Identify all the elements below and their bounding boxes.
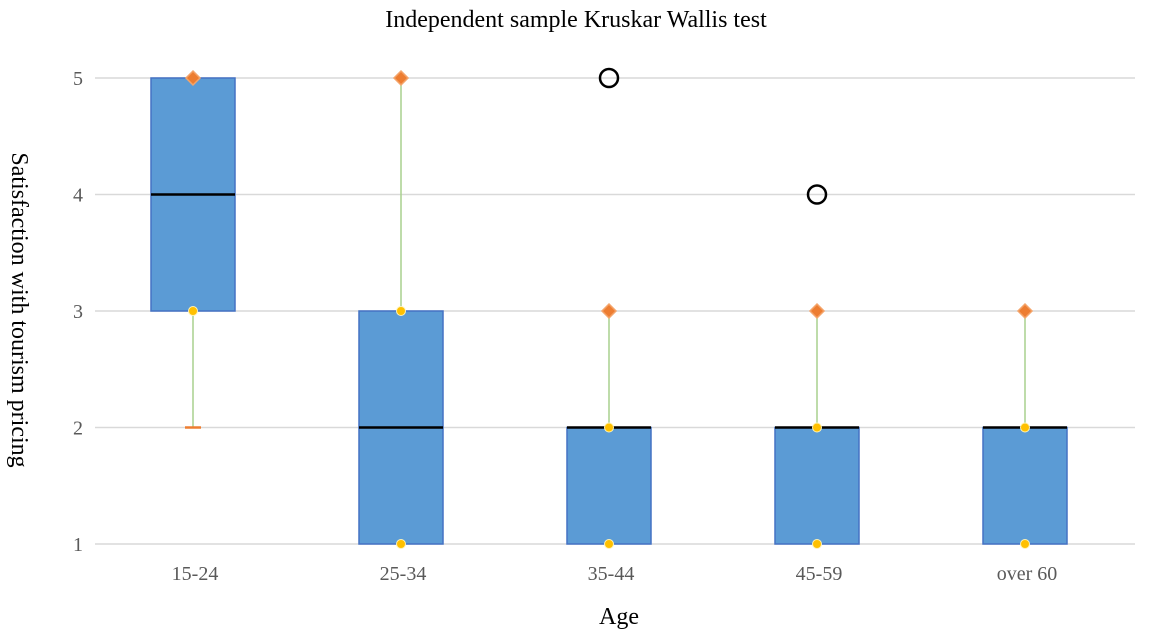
box [982,426,1068,545]
quartile-marker [604,422,614,433]
quartile-marker [188,306,198,316]
quartile-marker [812,422,822,433]
x-tick-label: 45-59 [796,563,843,585]
y-axis-title: Satisfaction with tourism pricing [6,152,32,467]
y-axis-ticks: 1 2 3 4 5 [73,68,83,556]
y-tick-label: 4 [73,185,83,207]
box-group [566,67,652,549]
quartile-marker [604,539,614,549]
quartile-marker [1020,422,1030,433]
max-marker [600,302,618,320]
max-marker [184,69,202,87]
y-tick-label: 5 [73,68,83,90]
x-axis-ticks: 15-24 25-34 35-44 45-59 over 60 [172,563,1058,585]
max-marker [1016,302,1034,320]
box-group [774,184,860,549]
box-group [982,302,1068,549]
x-axis-title: Age [599,604,639,630]
y-tick-label: 1 [73,534,83,556]
x-tick-label: 25-34 [380,563,427,585]
y-tick-label: 2 [73,418,83,440]
x-tick-label: 15-24 [172,563,219,585]
max-marker [808,302,826,320]
box [774,426,860,545]
quartile-marker [396,539,406,549]
x-tick-label: over 60 [997,563,1058,585]
chart-title: Independent sample Kruskar Wallis test [385,7,767,33]
box-series [150,67,1068,549]
y-tick-label: 3 [73,301,83,323]
box [566,426,652,545]
box-group [150,69,236,429]
quartile-marker [1020,539,1030,549]
outlier-point [806,184,828,205]
x-tick-label: 35-44 [588,563,635,585]
box-group [358,69,444,549]
quartile-marker [396,306,406,316]
max-marker [392,69,410,87]
quartile-marker [812,539,822,549]
outlier-point [598,67,620,89]
